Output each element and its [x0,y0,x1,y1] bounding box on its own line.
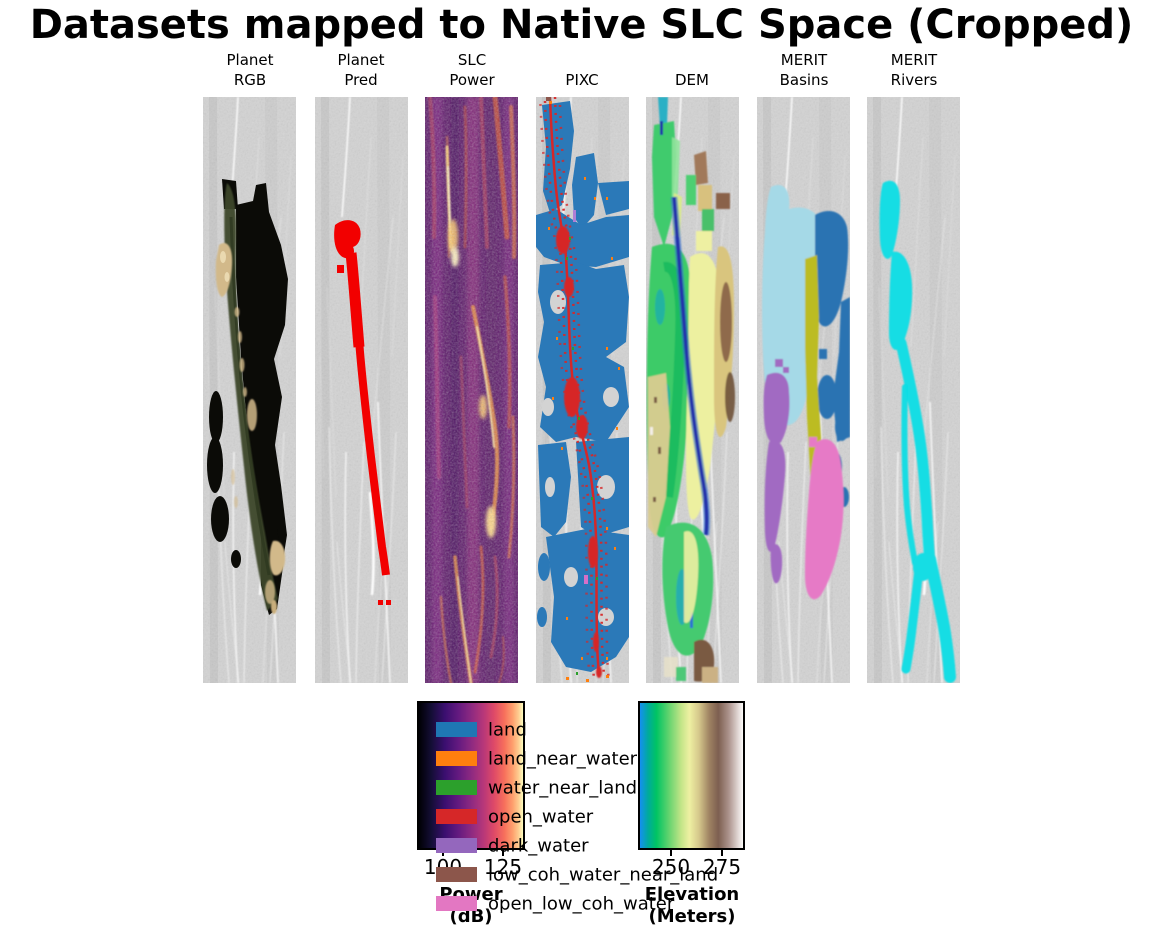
legend-swatch-land [436,722,477,737]
panel-header-dem: DEM [675,71,709,89]
legend-swatch-open-water [436,809,477,824]
elevation-colorbar [638,701,745,850]
power-tick-125 [502,850,504,856]
elevation-tick-label-250: 250 [651,855,691,879]
power-tick-label-125: 125 [483,855,523,879]
elevation-tick-275 [721,850,723,856]
figure-title: Datasets mapped to Native SLC Space (Cro… [29,2,1134,48]
legend-label: open_water [488,806,594,827]
panel-image-planet-rgb [203,97,296,683]
legend-swatch-dark-water [436,838,477,853]
legend-item-water-near-land: water_near_land [436,777,736,798]
legend-item-dark-water: dark_water [436,835,736,856]
panel-header-planet-rgb: Planet RGB [226,51,274,89]
legend-item-low-coh-water-near-land: low_coh_water_near_land [436,864,736,885]
power-tick-100 [442,850,444,856]
panel-header-planet-pred: Planet Pred [337,51,385,89]
legend-label: dark_water [488,835,589,856]
panel-header-merit-basins: MERIT Basins [779,51,829,89]
legend-label: water_near_land [488,777,638,798]
panel-header-pixc: PIXC [565,71,599,89]
legend-label: land [488,719,527,740]
legend-label: land_near_water [488,748,638,769]
panel-header-merit-rivers: MERIT Rivers [890,51,938,89]
panel-image-planet-pred [315,97,408,683]
panel-image-pixc [536,97,629,683]
legend-swatch-land-near-water [436,751,477,766]
panel-header-slc-power: SLC Power [449,51,495,89]
legend-item-land-near-water: land_near_water [436,748,736,769]
legend-swatch-water-near-land [436,780,477,795]
panel-image-merit-basins [757,97,850,683]
legend-item-open-water: open_water [436,806,736,827]
legend-label: open_low_coh_water [488,893,675,914]
legend-item-land: land [436,719,736,740]
panel-image-slc-power [425,97,518,683]
legend-label: low_coh_water_near_land [488,864,719,885]
elevation-tick-label-275: 275 [702,855,742,879]
legend-swatch-open-low-coh-water [436,896,477,911]
panel-image-dem [646,97,739,683]
legend-item-open-low-coh-water: open_low_coh_water [436,893,736,914]
panel-image-merit-rivers [867,97,960,683]
legend-swatch-low-coh-water-near-land [436,867,477,882]
elevation-tick-250 [670,850,672,856]
elevation-colorbar-label: Elevation (Meters) [644,884,740,927]
